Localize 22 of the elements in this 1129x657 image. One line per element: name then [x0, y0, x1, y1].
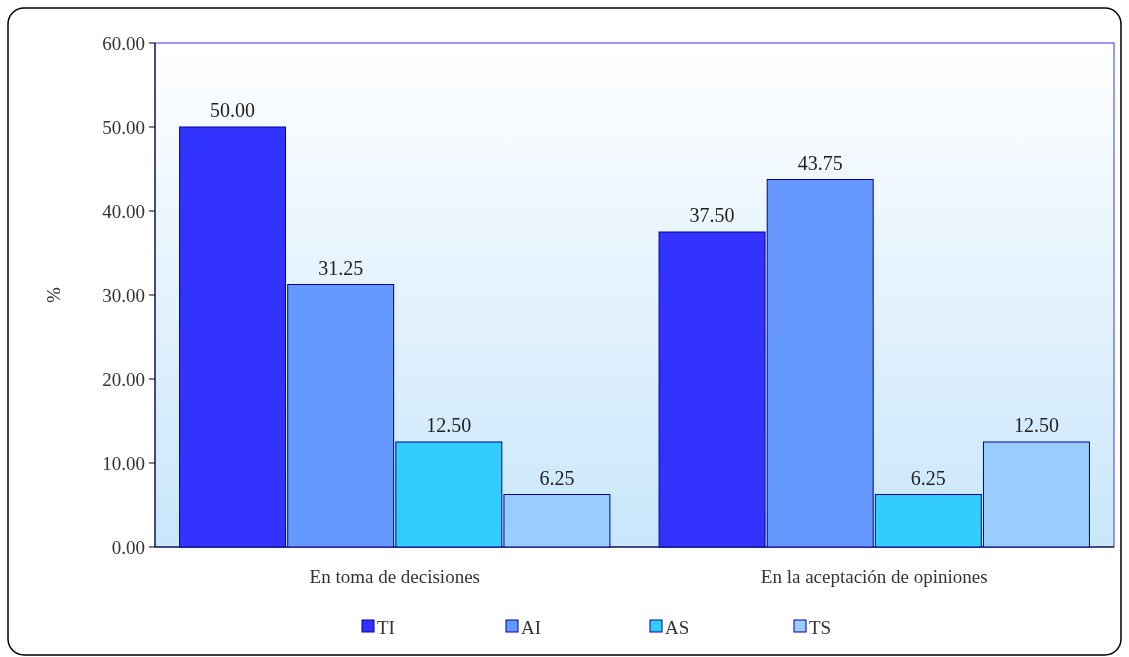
x-tick-label: En toma de decisiones: [309, 566, 480, 587]
legend-label: TI: [377, 616, 395, 638]
data-label: 12.50: [1013, 414, 1059, 436]
y-tick-label: 40.00: [102, 200, 145, 222]
legend-label: TS: [809, 616, 832, 638]
y-tick-label: 0.00: [111, 536, 145, 558]
y-tick-label: 60.00: [102, 32, 145, 54]
legend-label: AI: [521, 616, 542, 638]
y-tick-label: 20.00: [102, 368, 145, 390]
data-label: 37.50: [689, 204, 735, 226]
data-label: 6.25: [539, 466, 575, 489]
data-label: 6.25: [910, 466, 946, 489]
x-tick-label: En la aceptación de opiniones: [760, 566, 988, 587]
y-axis-title: %: [43, 286, 64, 303]
y-tick-label: 10.00: [102, 452, 145, 474]
data-label: 50.00: [210, 99, 256, 121]
y-tick-label: 30.00: [102, 284, 145, 306]
data-label: 43.75: [797, 151, 843, 174]
data-label: 31.25: [318, 256, 364, 279]
y-tick-label: 50.00: [102, 116, 145, 138]
legend-label: AS: [665, 616, 690, 638]
data-label: 12.50: [426, 414, 472, 436]
